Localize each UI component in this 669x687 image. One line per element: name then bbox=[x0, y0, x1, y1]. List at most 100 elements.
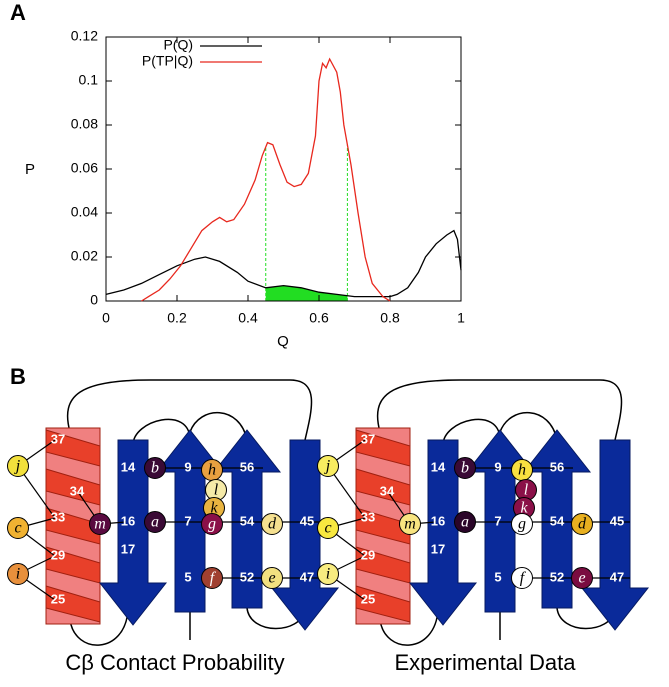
y-tick-label: 0.06 bbox=[71, 160, 98, 176]
helix-turn bbox=[355, 507, 411, 545]
contact-circle bbox=[571, 567, 593, 589]
loop bbox=[442, 418, 501, 446]
line bbox=[105, 229, 462, 298]
y-axis-label: P bbox=[25, 161, 35, 178]
residue-number: 33 bbox=[51, 509, 65, 524]
loop bbox=[376, 379, 623, 441]
contact-label: j bbox=[324, 458, 331, 475]
contact-label: c bbox=[14, 520, 21, 537]
contact-label: f bbox=[210, 570, 217, 587]
residue-number: 17 bbox=[121, 541, 135, 556]
loop bbox=[132, 418, 191, 446]
contact-label: c bbox=[324, 520, 331, 537]
contact-label: i bbox=[326, 566, 330, 583]
x-tick-label: 0.2 bbox=[167, 310, 187, 326]
residue-number: 34 bbox=[380, 483, 395, 498]
residue-number: 47 bbox=[610, 569, 624, 584]
residue-number: 52 bbox=[240, 569, 254, 584]
beta-strand bbox=[465, 429, 535, 613]
plot-frame bbox=[105, 36, 462, 302]
residue-number: 16 bbox=[431, 513, 445, 528]
residue-number: 16 bbox=[121, 513, 135, 528]
helix-turn bbox=[355, 429, 411, 467]
loop bbox=[379, 609, 439, 646]
panel-label: A bbox=[10, 0, 26, 25]
residue-number: 9 bbox=[494, 459, 501, 474]
residue-number: 56 bbox=[550, 459, 564, 474]
y-tick-label: 0.04 bbox=[71, 204, 98, 220]
residue-number: 52 bbox=[550, 569, 564, 584]
loop bbox=[69, 609, 129, 646]
loop bbox=[499, 411, 558, 441]
contact-circle bbox=[454, 511, 476, 533]
beta-strand bbox=[522, 429, 592, 609]
residue-number: 29 bbox=[51, 547, 65, 562]
contact-circle bbox=[399, 513, 421, 535]
legend-label: P(Q) bbox=[163, 37, 193, 53]
residue-number: 5 bbox=[184, 569, 191, 584]
x-tick-label: 0 bbox=[102, 310, 110, 326]
beta-strand bbox=[212, 429, 282, 609]
contact-circle bbox=[7, 563, 29, 585]
contact-label: m bbox=[94, 516, 106, 533]
contact-circle bbox=[261, 567, 283, 589]
y-tick-label: 0.08 bbox=[71, 116, 98, 132]
contact-label: b bbox=[151, 460, 159, 477]
residue-number: 45 bbox=[610, 513, 624, 528]
contact-label: l bbox=[214, 482, 219, 499]
residue-number: 14 bbox=[121, 459, 136, 474]
contact-label: f bbox=[520, 570, 527, 587]
contact-label: a bbox=[151, 514, 159, 531]
contact-label: a bbox=[461, 514, 469, 531]
residue-number: 17 bbox=[431, 541, 445, 556]
x-tick-label: 0.6 bbox=[309, 310, 329, 326]
contact-label: m bbox=[404, 516, 416, 533]
contact-label: k bbox=[210, 500, 218, 517]
helix-turn bbox=[355, 468, 411, 506]
contact-circle bbox=[571, 513, 593, 535]
residue-number: 47 bbox=[300, 569, 314, 584]
contact-circle bbox=[454, 457, 476, 479]
x-tick-label: 1 bbox=[457, 310, 465, 326]
residue-number: 33 bbox=[361, 509, 375, 524]
contact-circle bbox=[317, 517, 339, 539]
contact-label: i bbox=[16, 566, 20, 583]
contact-label: d bbox=[268, 516, 277, 533]
beta-strand bbox=[155, 429, 225, 613]
diagram-caption: Cβ Contact Probability bbox=[65, 650, 284, 675]
residue-number: 54 bbox=[240, 513, 255, 528]
contact-circle bbox=[7, 455, 29, 477]
residue-number: 37 bbox=[361, 431, 375, 446]
residue-number: 37 bbox=[51, 431, 65, 446]
contact-label: l bbox=[524, 482, 529, 499]
contact-label: e bbox=[268, 570, 275, 587]
helix-turn bbox=[45, 585, 101, 623]
residue-number: 9 bbox=[184, 459, 191, 474]
contact-circle bbox=[201, 567, 223, 589]
x-axis-label: Q bbox=[277, 333, 289, 350]
contact-circle bbox=[511, 513, 533, 535]
contact-circle bbox=[511, 567, 533, 589]
contact-circle bbox=[317, 563, 339, 585]
line bbox=[141, 57, 391, 302]
panel-label: B bbox=[10, 364, 26, 389]
contact-circle bbox=[89, 513, 111, 535]
residue-number: 45 bbox=[300, 513, 314, 528]
contact-label: d bbox=[578, 516, 587, 533]
residue-number: 25 bbox=[51, 591, 65, 606]
y-tick-label: 0.02 bbox=[71, 248, 98, 264]
helix-turn bbox=[355, 585, 411, 623]
loop bbox=[189, 411, 248, 441]
y-tick-label: 0.1 bbox=[79, 72, 99, 88]
residue-number: 5 bbox=[494, 569, 501, 584]
contact-circle bbox=[317, 455, 339, 477]
contact-label: j bbox=[14, 458, 21, 475]
highlight-fill bbox=[265, 285, 348, 301]
contact-label: b bbox=[461, 460, 469, 477]
residue-number: 14 bbox=[431, 459, 446, 474]
contact-circle bbox=[144, 511, 166, 533]
legend-label: P(TP|Q) bbox=[142, 53, 193, 69]
helix-turn bbox=[45, 507, 101, 545]
